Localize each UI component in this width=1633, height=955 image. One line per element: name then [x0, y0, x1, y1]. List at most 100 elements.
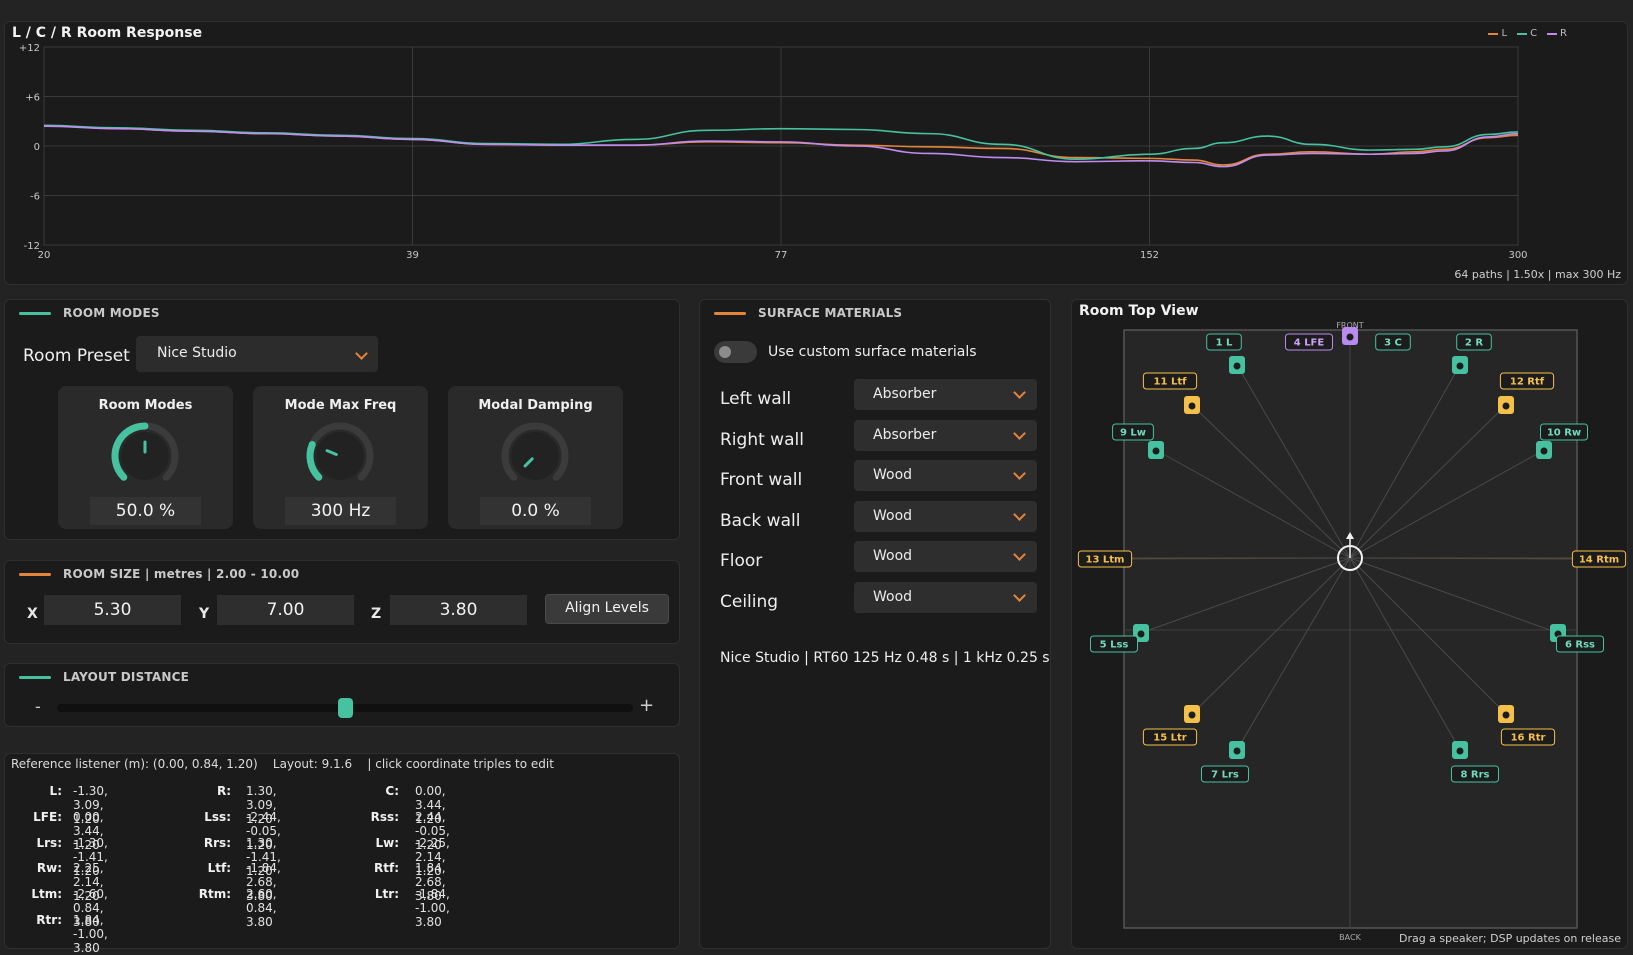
- knob-value-arc: [111, 422, 149, 481]
- speaker-tag[interactable]: [1206, 333, 1242, 351]
- coord-value[interactable]: 0.00, 3.44, 1.20: [73, 809, 104, 852]
- material-select[interactable]: Absorber: [854, 419, 1037, 451]
- coord-value[interactable]: -1.84, -1.00, 3.80: [415, 887, 450, 930]
- room-size-heading: ROOM SIZE | metres | 2.00 - 10.00: [19, 567, 299, 581]
- knob-title: Modal Damping: [478, 398, 593, 413]
- speaker-tag[interactable]: [1090, 635, 1138, 653]
- coord-label: Ltr:: [374, 887, 399, 902]
- coord-label: LFE:: [33, 809, 62, 824]
- section-accent-bar: [714, 311, 746, 315]
- speaker-15[interactable]: 15 Ltr: [1142, 705, 1200, 746]
- speaker-16[interactable]: 16 Rtr: [1498, 705, 1556, 746]
- speaker-tag[interactable]: [1142, 372, 1198, 390]
- material-select[interactable]: Wood: [854, 582, 1037, 613]
- coord-label: Lrs:: [36, 835, 62, 850]
- material-select[interactable]: Wood: [854, 500, 1037, 532]
- room-preset-select[interactable]: Nice Studio: [136, 336, 378, 372]
- x-tick-label: 152: [1140, 250, 1159, 261]
- speaker-tag[interactable]: [1456, 333, 1492, 351]
- speaker-tag[interactable]: [1499, 372, 1555, 390]
- distance-slider-thumb[interactable]: [338, 698, 353, 718]
- coord-value[interactable]: 2.44, -0.05, 1.20: [415, 809, 450, 852]
- speaker-tag[interactable]: [1571, 550, 1627, 568]
- material-select[interactable]: Wood: [854, 541, 1037, 573]
- material-row: Right wall Absorber: [720, 419, 1040, 452]
- speaker-13[interactable]: 13 Ltm: [1077, 550, 1133, 568]
- distance-decrease-button[interactable]: -: [35, 697, 41, 716]
- rotary-knob[interactable]: [305, 421, 375, 491]
- speaker-ray: [1191, 557, 1351, 715]
- coord-value[interactable]: 0.00, 3.44, 1.20: [415, 784, 446, 826]
- speaker-5[interactable]: 5 Lss: [1090, 624, 1150, 653]
- layout-distance-heading: LAYOUT DISTANCE: [19, 670, 189, 684]
- speaker-tag[interactable]: [1375, 333, 1411, 351]
- coord-label: Lw:: [375, 835, 399, 850]
- speaker-tag[interactable]: [1077, 550, 1133, 568]
- coord-value[interactable]: 1.84, 2.68, 3.80: [415, 861, 446, 904]
- rotary-knob[interactable]: [500, 421, 570, 491]
- y-tick-label: 0: [34, 142, 40, 153]
- surface-materials-heading: SURFACE MATERIALS: [714, 306, 902, 320]
- coord-value[interactable]: -2.60, 0.84, 3.80: [73, 887, 108, 930]
- speaker-tag[interactable]: [1556, 635, 1604, 653]
- speaker-tag[interactable]: [1201, 765, 1249, 783]
- knob-value[interactable]: 300 Hz: [285, 497, 396, 525]
- speaker-10[interactable]: 10 Rw: [1536, 423, 1588, 459]
- speaker-ray: [1155, 449, 1351, 559]
- coord-value[interactable]: -1.30, -1.41, 1.20: [73, 835, 108, 878]
- coord-value[interactable]: -1.30, 3.09, 1.20: [73, 784, 108, 826]
- speaker-11[interactable]: 11 Ltf: [1142, 372, 1200, 414]
- section-accent-bar: [19, 675, 51, 679]
- custom-materials-toggle[interactable]: [714, 341, 757, 363]
- speaker-1[interactable]: 1 L: [1206, 333, 1245, 374]
- speaker-label: 12 Rtf: [1510, 377, 1545, 388]
- speaker-tag[interactable]: [1285, 333, 1333, 351]
- knob-value[interactable]: 50.0 %: [90, 497, 201, 525]
- speaker-tag[interactable]: [1112, 423, 1154, 441]
- coord-value[interactable]: 1.30, 3.09, 1.20: [246, 784, 277, 826]
- speaker-tag[interactable]: [1142, 728, 1198, 746]
- speaker-tag[interactable]: [1451, 765, 1499, 783]
- room-size-x-input[interactable]: 5.30: [44, 595, 181, 625]
- speaker-4[interactable]: 4 LFE: [1285, 327, 1359, 351]
- material-select[interactable]: Absorber: [854, 379, 1037, 410]
- speaker-9[interactable]: 9 Lw: [1112, 423, 1164, 459]
- rotary-knob[interactable]: [110, 421, 180, 491]
- coord-value[interactable]: 2.25, 2.14, 1.20: [73, 861, 104, 904]
- speaker-14[interactable]: 14 Rtm: [1571, 550, 1627, 568]
- chevron-down-icon: [1013, 386, 1026, 399]
- room-size-z-input[interactable]: 3.80: [390, 595, 527, 625]
- speaker-ray: [1349, 557, 1559, 634]
- coord-value[interactable]: 2.60, 0.84, 3.80: [246, 887, 277, 930]
- speaker-8[interactable]: 8 Rrs: [1451, 741, 1499, 783]
- speaker-6[interactable]: 6 Rss: [1550, 624, 1604, 653]
- speaker-tag[interactable]: [1540, 423, 1588, 441]
- coord-value[interactable]: 1.84, -1.00, 3.80: [73, 913, 108, 955]
- material-value: Absorber: [873, 386, 937, 402]
- room-top-view: FRONT BACK 1 L 2 R 3 C 4 LFE 5 Lss 6 Rss 7 Lrs 8 …: [1077, 321, 1627, 942]
- coord-value[interactable]: -2.25, 2.14, 1.20: [415, 835, 450, 878]
- material-select[interactable]: Wood: [854, 460, 1037, 492]
- speaker-2[interactable]: 2 R: [1452, 333, 1492, 374]
- speaker-ray: [1140, 557, 1351, 634]
- speaker-label: 9 Lw: [1120, 428, 1146, 439]
- room-size-panel: ROOM SIZE | metres | 2.00 - 10.00 X 5.30…: [4, 560, 680, 644]
- layout-distance-panel: LAYOUT DISTANCE - +: [4, 663, 680, 727]
- knob-value[interactable]: 0.0 %: [480, 497, 591, 525]
- coord-value[interactable]: -2.44, -0.05, 1.20: [246, 809, 281, 852]
- legend-label: C: [1530, 28, 1538, 39]
- speaker-7[interactable]: 7 Lrs: [1201, 741, 1249, 783]
- speaker-3[interactable]: 3 C: [1375, 333, 1411, 351]
- speaker-12[interactable]: 12 Rtf: [1498, 372, 1555, 414]
- section-accent-bar: [19, 311, 51, 315]
- speaker-tag[interactable]: [1500, 728, 1556, 746]
- coord-value[interactable]: -1.84, 2.68, 3.80: [246, 861, 281, 904]
- room-size-y-input[interactable]: 7.00: [217, 595, 354, 625]
- distance-increase-button[interactable]: +: [639, 695, 655, 716]
- room-size-heading-text: ROOM SIZE | metres | 2.00 - 10.00: [63, 567, 300, 581]
- section-accent-bar: [19, 572, 51, 576]
- listener-arrow-icon: [1346, 532, 1354, 539]
- coord-value[interactable]: 1.30, -1.41, 1.20: [246, 835, 281, 878]
- material-row: Back wall Wood: [720, 500, 1040, 533]
- align-levels-button[interactable]: Align Levels: [545, 594, 669, 624]
